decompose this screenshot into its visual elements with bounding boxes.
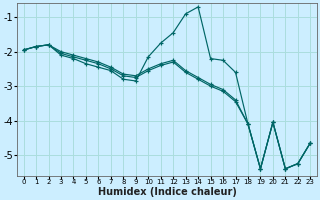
X-axis label: Humidex (Indice chaleur): Humidex (Indice chaleur) xyxy=(98,187,236,197)
